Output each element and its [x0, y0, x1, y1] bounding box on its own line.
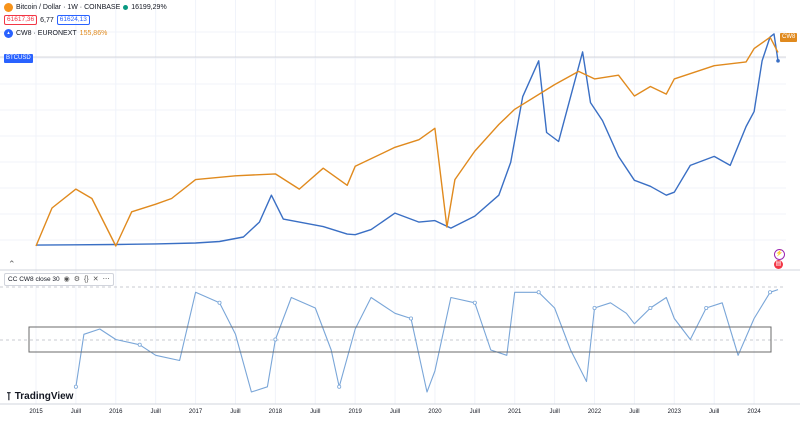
- x-axis-label: Juill: [150, 409, 161, 415]
- tradingview-mark-icon: ⊺: [6, 391, 12, 403]
- brand-name: TradingView: [14, 391, 74, 402]
- tradingview-logo: ⊺ TradingView: [6, 390, 73, 403]
- main-symbol-label: Bitcoin / Dollar · 1W · COINBASE: [16, 4, 121, 11]
- indicator-point: [337, 384, 342, 389]
- settings-icon[interactable]: ⚙: [73, 276, 81, 283]
- x-axis-label: 2019: [348, 409, 362, 415]
- second-series-legend[interactable]: ▴ CW8 · EURONEXT 155,86%: [4, 29, 107, 38]
- x-axis-label: Juill: [469, 409, 480, 415]
- indicator-point: [704, 305, 709, 310]
- x-axis-label: Juill: [549, 409, 560, 415]
- x-axis-label: 2021: [508, 409, 522, 415]
- btc-last-point: [776, 59, 780, 63]
- eye-icon[interactable]: ◉: [63, 276, 70, 283]
- source-code-icon[interactable]: {}: [84, 276, 89, 283]
- indicator-legend[interactable]: CC CW8 close 30 ◉ ⚙ {} ✕ ⋯: [4, 273, 114, 286]
- cw8-icon: ▴: [4, 29, 13, 38]
- indicator-line: [75, 289, 779, 393]
- event-icon[interactable]: ⚡: [774, 249, 785, 260]
- main-pane: [35, 33, 780, 247]
- x-axis-label: Juill: [709, 409, 720, 415]
- main-change-label: 16199,29%: [131, 4, 167, 11]
- x-axis-label: 2020: [428, 409, 442, 415]
- bitcoin-icon: [4, 3, 13, 12]
- x-axis-label: Juill: [230, 409, 241, 415]
- x-axis-label: 2023: [667, 409, 681, 415]
- x-axis-label: Juill: [70, 409, 82, 415]
- market-open-icon: [123, 5, 129, 10]
- btc-price-tag: BTCUSD: [4, 54, 33, 63]
- x-axis-label: 2024: [747, 409, 761, 415]
- btc-series-line: [35, 33, 779, 246]
- x-axis-label: Juill: [310, 409, 321, 415]
- indicator-point: [592, 305, 597, 310]
- x-axis-label: 2017: [188, 409, 203, 415]
- indicator-point: [273, 337, 278, 342]
- indicator-point: [648, 305, 653, 310]
- main-series-legend[interactable]: Bitcoin / Dollar · 1W · COINBASE 16199,2…: [4, 3, 167, 12]
- ohlc-row: 61617,36 6,77 61624,13: [4, 15, 90, 25]
- x-axis-label: 2018: [268, 409, 283, 415]
- x-axis-label: Juill: [629, 409, 640, 415]
- indicator-name: CC CW8 close 30: [8, 276, 60, 283]
- delete-icon[interactable]: ✕: [92, 276, 99, 283]
- indicator-point: [409, 316, 414, 321]
- x-axis-label: 2016: [109, 409, 123, 415]
- flag-icon[interactable]: ▤: [774, 260, 783, 269]
- indicator-pane: [28, 289, 779, 393]
- ohlc-value-c: 61624,13: [56, 15, 90, 25]
- collapse-pane-icon[interactable]: ⌃: [8, 259, 16, 269]
- x-axis-label: 2022: [587, 409, 602, 415]
- ohlc-value-a: 61617,36: [4, 15, 38, 25]
- cw8-price-tag: CW8: [780, 33, 798, 42]
- indicator-point: [536, 290, 541, 295]
- x-axis-label: Juill: [389, 409, 401, 415]
- ohlc-value-b: 6,77: [40, 16, 54, 24]
- indicator-point: [768, 290, 773, 295]
- indicator-point: [472, 300, 477, 305]
- second-symbol-label: CW8 · EURONEXT: [16, 30, 77, 37]
- indicator-point: [217, 300, 222, 305]
- indicator-point: [73, 384, 78, 389]
- x-axis-label: 2015: [29, 409, 43, 415]
- second-change-label: 155,86%: [79, 30, 108, 37]
- grid-layer: [0, 0, 800, 405]
- cw8-series-line: [35, 36, 779, 247]
- range-box: [28, 326, 772, 353]
- indicator-point: [137, 342, 142, 347]
- more-icon[interactable]: ⋯: [102, 276, 110, 283]
